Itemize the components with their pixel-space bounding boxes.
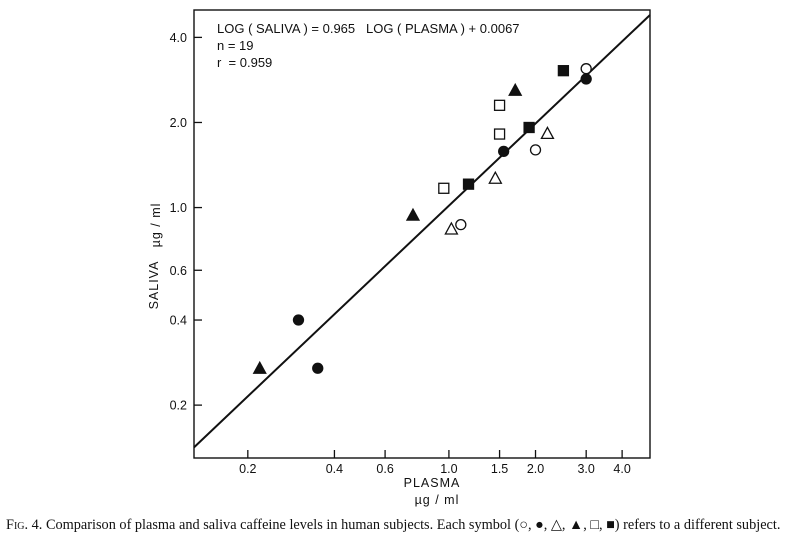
y-axis-unit: µg / ml bbox=[149, 203, 163, 248]
filled-triangle-point bbox=[252, 360, 267, 374]
filled-circle-point bbox=[498, 145, 510, 158]
r-annotation: r = 0.959 bbox=[217, 55, 272, 70]
filled-triangle-point bbox=[508, 82, 523, 96]
scatter-chart: 0.2 0.4 0.6 1.0 1.5 2.0 3.0 4.0 0.2 0.4 0.6 1.0 2.0… bbox=[147, 9, 651, 507]
open-triangle-point bbox=[488, 170, 503, 184]
x-tick-label: 1.5 bbox=[491, 462, 508, 476]
x-tick-label: 0.4 bbox=[326, 462, 343, 476]
y-tick-label: 0.4 bbox=[170, 314, 187, 328]
x-axis-label: PLASMA bbox=[404, 476, 461, 490]
y-tick-label: 0.2 bbox=[170, 399, 187, 413]
x-tick-label: 0.6 bbox=[376, 462, 393, 476]
x-axis-unit: µg / ml bbox=[415, 493, 460, 507]
open-square-point bbox=[493, 128, 506, 140]
regression-line bbox=[193, 14, 651, 449]
filled-square-point bbox=[557, 65, 570, 77]
plot-frame bbox=[193, 9, 651, 459]
open-square-point bbox=[438, 182, 450, 194]
open-circle-point bbox=[580, 63, 592, 75]
data-points bbox=[252, 63, 592, 374]
x-tick-label: 0.2 bbox=[239, 462, 256, 476]
y-tick-label: 1.0 bbox=[170, 201, 187, 215]
y-axis-label: SALIVA bbox=[147, 261, 161, 310]
figure-caption: Fig. 4. Comparison of plasma and saliva … bbox=[6, 517, 792, 533]
y-tick-label: 4.0 bbox=[170, 31, 187, 45]
caption-text: Comparison of plasma and saliva caffeine… bbox=[45, 517, 781, 533]
filled-square-point bbox=[462, 178, 475, 190]
x-tick-label: 4.0 bbox=[613, 462, 630, 476]
n-annotation: n = 19 bbox=[217, 38, 254, 53]
filled-triangle-point bbox=[405, 207, 421, 221]
open-circle-point bbox=[529, 144, 542, 156]
y-axis-ticks: 0.2 0.4 0.6 1.0 2.0 4.0 bbox=[170, 31, 202, 413]
filled-circle-point bbox=[580, 73, 592, 85]
filled-square-point bbox=[523, 121, 535, 134]
x-tick-label: 1.0 bbox=[440, 462, 457, 476]
filled-circle-point bbox=[312, 362, 324, 374]
y-tick-label: 2.0 bbox=[170, 116, 187, 130]
equation-annotation: LOG ( SALIVA ) = 0.965 LOG ( PLASMA ) + … bbox=[217, 21, 520, 36]
x-tick-label: 3.0 bbox=[577, 462, 594, 476]
x-tick-label: 2.0 bbox=[527, 462, 544, 476]
filled-circle-point bbox=[292, 314, 305, 326]
x-axis-ticks: 0.2 0.4 0.6 1.0 1.5 2.0 3.0 4.0 bbox=[239, 450, 631, 476]
open-square-point bbox=[493, 99, 506, 111]
figure-number: Fig. 4. bbox=[6, 517, 43, 533]
open-triangle-point bbox=[444, 221, 459, 235]
y-tick-label: 0.6 bbox=[170, 264, 187, 278]
open-triangle-point bbox=[540, 126, 555, 140]
open-circle-point bbox=[455, 219, 467, 231]
